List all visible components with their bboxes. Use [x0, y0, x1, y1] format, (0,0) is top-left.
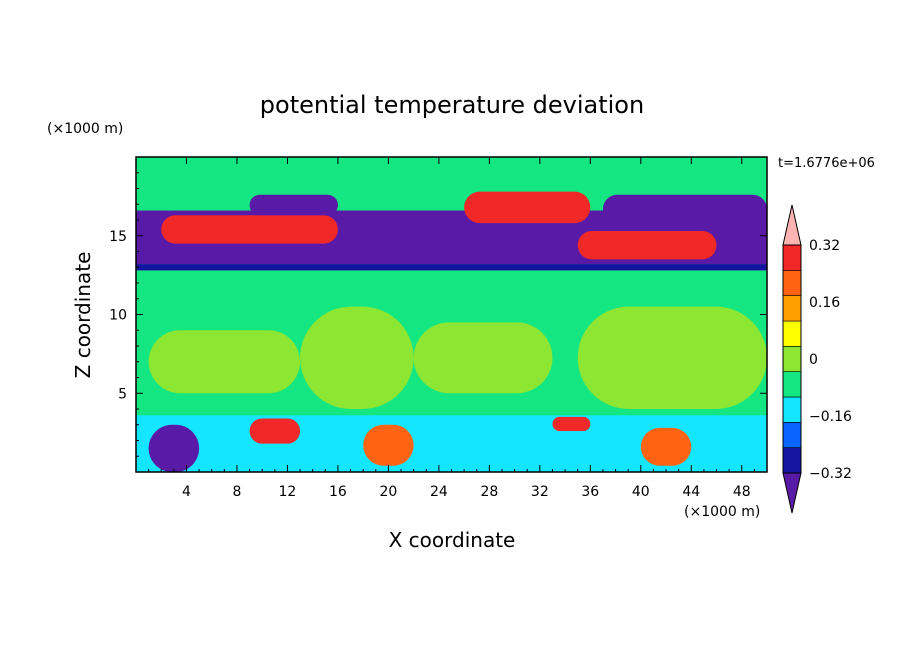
field-region [161, 215, 338, 244]
y-axis: 5 10 15 [109, 172, 767, 457]
field-region [136, 264, 767, 271]
field-region [249, 194, 338, 216]
x-tick-label: 8 [232, 484, 241, 500]
field-region [602, 194, 767, 224]
x-unit-label: (×1000 m) [684, 504, 760, 520]
colorbar-frame [782, 244, 802, 474]
colorbar: 0.32 0.16 0 −0.16 −0.32 [782, 204, 852, 514]
x-tick-label: 4 [182, 484, 191, 500]
x-tick-label: 40 [632, 484, 650, 500]
x-tick-label: 12 [279, 484, 297, 500]
field-region [300, 306, 414, 409]
field-region [413, 322, 553, 394]
time-label: t=1.6776e+06 [778, 156, 875, 171]
colorbar-band [782, 320, 802, 347]
field-region [148, 424, 200, 472]
y-unit-label: (×1000 m) [47, 121, 123, 137]
x-tick-label: 24 [430, 484, 448, 500]
x-tick-label: 16 [329, 484, 347, 500]
y-tick-label: 5 [118, 386, 127, 402]
x-tick-label: 48 [733, 484, 751, 500]
colorbar-band [782, 346, 802, 372]
field-region [363, 424, 414, 466]
field-region [577, 306, 767, 409]
y-tick-label: 15 [109, 229, 127, 245]
field-region [148, 330, 301, 394]
colorbar-tick-label: −0.32 [809, 466, 852, 482]
x-tick-label: 20 [379, 484, 397, 500]
field-region [640, 427, 692, 466]
colorbar-band [782, 371, 802, 398]
x-axis-label: X coordinate [389, 528, 516, 552]
field-region [552, 416, 591, 432]
colorbar-band [782, 295, 802, 322]
x-tick-label: 36 [581, 484, 599, 500]
colorbar-tick-label: 0.16 [809, 295, 840, 311]
plot-area [136, 157, 767, 472]
colorbar-band [782, 422, 802, 448]
colorbar-band [782, 244, 802, 271]
field-region [464, 191, 591, 224]
colorbar-band [782, 270, 802, 296]
x-tick-label: 32 [531, 484, 549, 500]
y-tick-label: 10 [109, 308, 127, 324]
x-axis: 4 8 12 16 20 24 28 32 36 40 44 48 [148, 157, 755, 500]
colorbar-band [782, 396, 802, 423]
x-tick-label: 44 [682, 484, 700, 500]
colorbar-tick-label: 0.32 [809, 238, 840, 254]
x-tick-label: 28 [480, 484, 498, 500]
colorbar-top-extension [782, 204, 802, 246]
colorbar-tick-label: −0.16 [809, 409, 852, 425]
chart-title: potential temperature deviation [260, 91, 644, 119]
colorbar-tick-label: 0 [809, 352, 818, 368]
colorbar-band [782, 447, 802, 474]
field-region [577, 231, 717, 260]
y-axis-label: Z coordinate [71, 252, 95, 379]
colorbar-bottom-extension [782, 472, 802, 514]
field-region [249, 418, 301, 444]
field-layer [136, 157, 767, 472]
